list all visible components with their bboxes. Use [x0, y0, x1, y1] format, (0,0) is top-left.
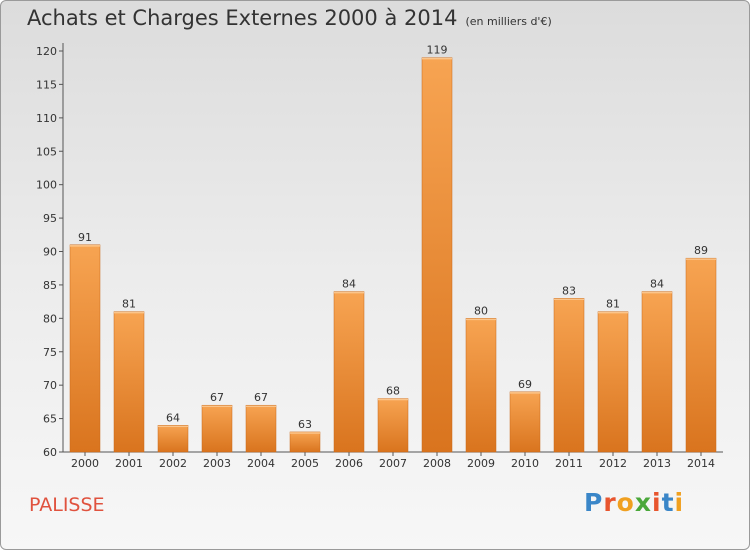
- chart-subtitle: (en milliers d'€): [465, 15, 552, 28]
- logo-letter: r: [603, 488, 617, 517]
- x-tick-label: 2006: [335, 457, 363, 470]
- bar-2003: [201, 404, 233, 453]
- logo-letter: i: [674, 488, 685, 517]
- data-label: 89: [694, 244, 708, 257]
- data-label: 83: [562, 284, 576, 297]
- bar-2012: [597, 311, 629, 453]
- x-tick-label: 2009: [467, 457, 495, 470]
- logo-letter: P: [584, 488, 604, 517]
- x-tick-label: 2001: [115, 457, 143, 470]
- data-label: 67: [254, 391, 268, 404]
- commune-name: PALISSE: [29, 494, 105, 516]
- chart-title: Achats et Charges Externes 2000 à 2014: [27, 6, 458, 30]
- bar-2006: [333, 291, 365, 453]
- x-tick-label: 2013: [643, 457, 671, 470]
- x-tick-label: 2010: [511, 457, 539, 470]
- x-tick-label: 2000: [71, 457, 99, 470]
- y-tick-label: 85: [43, 279, 57, 292]
- data-label: 81: [122, 298, 136, 311]
- data-label: 64: [166, 411, 180, 424]
- logo-letter: o: [616, 488, 635, 517]
- y-tick-label: 110: [36, 112, 57, 125]
- data-label: 84: [650, 278, 664, 291]
- data-label: 63: [298, 418, 312, 431]
- data-label: 68: [386, 385, 400, 398]
- bar-2000: [69, 244, 101, 453]
- y-tick-label: 90: [43, 246, 57, 259]
- y-tick-label: 95: [43, 212, 57, 225]
- y-tick-label: 105: [36, 145, 57, 158]
- logo-letter: x: [634, 488, 652, 517]
- bar-2007: [377, 398, 409, 453]
- x-tick-label: 2012: [599, 457, 627, 470]
- bar-2008: [421, 57, 453, 453]
- data-label: 80: [474, 304, 488, 317]
- data-label: 91: [78, 231, 92, 244]
- data-label: 119: [427, 44, 448, 57]
- chart-data-labels: 91 81 64 67 67 63 84 68 119 80 69 83 81 84 89: [78, 44, 708, 431]
- x-tick-label: 2007: [379, 457, 407, 470]
- x-tick-label: 2011: [555, 457, 583, 470]
- y-tick-label: 75: [43, 346, 57, 359]
- bar-2005: [289, 431, 321, 453]
- x-tick-label: 2002: [159, 457, 187, 470]
- y-tick-label: 60: [43, 446, 57, 459]
- data-label: 69: [518, 378, 532, 391]
- x-tick-label: 2008: [423, 457, 451, 470]
- logo-letter: t: [661, 488, 675, 517]
- bar-2013: [641, 291, 673, 453]
- y-tick-label: 100: [36, 179, 57, 192]
- bar-2001: [113, 311, 145, 453]
- data-label: 84: [342, 278, 356, 291]
- proxiti-logo: Proxiti: [584, 488, 684, 517]
- y-tick-label: 70: [43, 379, 57, 392]
- bar-2014: [685, 257, 717, 453]
- logo-letter: i: [652, 488, 662, 517]
- bar-2010: [509, 391, 541, 453]
- y-tick-label: 65: [43, 413, 57, 426]
- x-tick-label: 2014: [687, 457, 715, 470]
- bar-2002: [157, 425, 189, 453]
- y-tick-label: 120: [36, 45, 57, 58]
- chart-axes: 60 65 70 75 80 85 90 95 100 105 110 115 120 2000 2001 2…: [36, 43, 723, 470]
- chart-title-block: Achats et Charges Externes 2000 à 2014 (e…: [27, 6, 552, 30]
- y-tick-label: 115: [36, 78, 57, 91]
- data-label: 81: [606, 298, 620, 311]
- bar-2009: [465, 318, 497, 453]
- chart-bars: [69, 57, 717, 453]
- x-tick-label: 2004: [247, 457, 275, 470]
- x-tick-label: 2003: [203, 457, 231, 470]
- y-tick-label: 80: [43, 312, 57, 325]
- bar-2004: [245, 404, 277, 453]
- x-tick-label: 2005: [291, 457, 319, 470]
- data-label: 67: [210, 391, 224, 404]
- bar-2011: [553, 298, 585, 453]
